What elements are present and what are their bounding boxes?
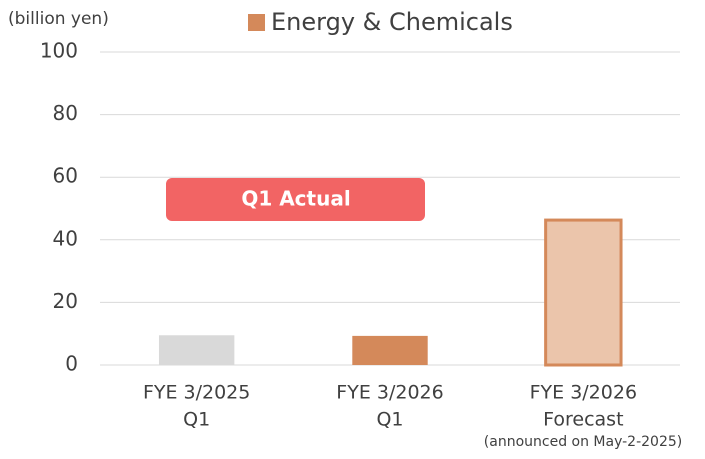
- x-tick-label: Q1: [183, 409, 210, 431]
- legend-swatch: [248, 14, 265, 31]
- bar: [544, 218, 623, 367]
- note: (announced on May-2-2025): [484, 434, 682, 450]
- y-tick-label: 20: [53, 289, 78, 313]
- bar: [158, 335, 235, 365]
- badge: [166, 178, 425, 221]
- x-tick-label: FYE 3/2025: [143, 382, 250, 404]
- y-tick-label: 80: [53, 101, 78, 125]
- y-tick-label: 60: [53, 164, 78, 188]
- y-tick-label: 100: [40, 39, 78, 63]
- legend-label: Energy & Chemicals: [271, 8, 513, 36]
- x-tick-label: Forecast: [543, 409, 623, 431]
- y-tick-label: 40: [53, 226, 78, 250]
- y-tick-label: 0: [65, 352, 78, 376]
- x-tick-label: FYE 3/2026: [336, 382, 443, 404]
- badge-label: Q1 Actual: [241, 187, 350, 211]
- x-tick-label: Q1: [376, 409, 403, 431]
- y-axis-label: (billion yen): [8, 9, 109, 29]
- x-tick-label: FYE 3/2026: [530, 382, 637, 404]
- bar: [352, 335, 428, 365]
